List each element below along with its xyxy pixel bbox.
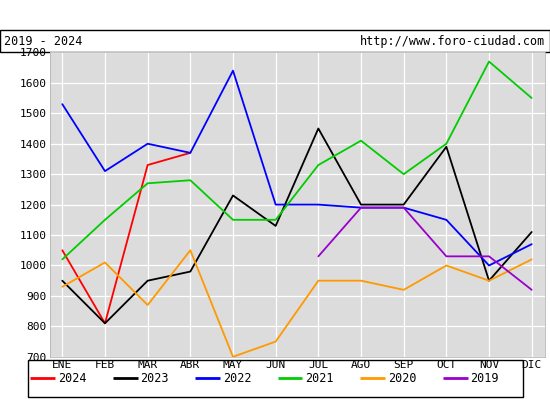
Text: 2021: 2021	[305, 372, 334, 385]
Text: Evolucion Nº Turistas Extranjeros en el municipio de Constantí: Evolucion Nº Turistas Extranjeros en el …	[47, 7, 503, 23]
Text: 2023: 2023	[140, 372, 169, 385]
Text: 2019: 2019	[470, 372, 499, 385]
Text: 2024: 2024	[58, 372, 86, 385]
Bar	[28, 360, 522, 396]
Text: http://www.foro-ciudad.com: http://www.foro-ciudad.com	[360, 35, 546, 48]
Text: 2019 - 2024: 2019 - 2024	[4, 35, 83, 48]
Text: 2020: 2020	[388, 372, 416, 385]
Text: 2022: 2022	[223, 372, 251, 385]
